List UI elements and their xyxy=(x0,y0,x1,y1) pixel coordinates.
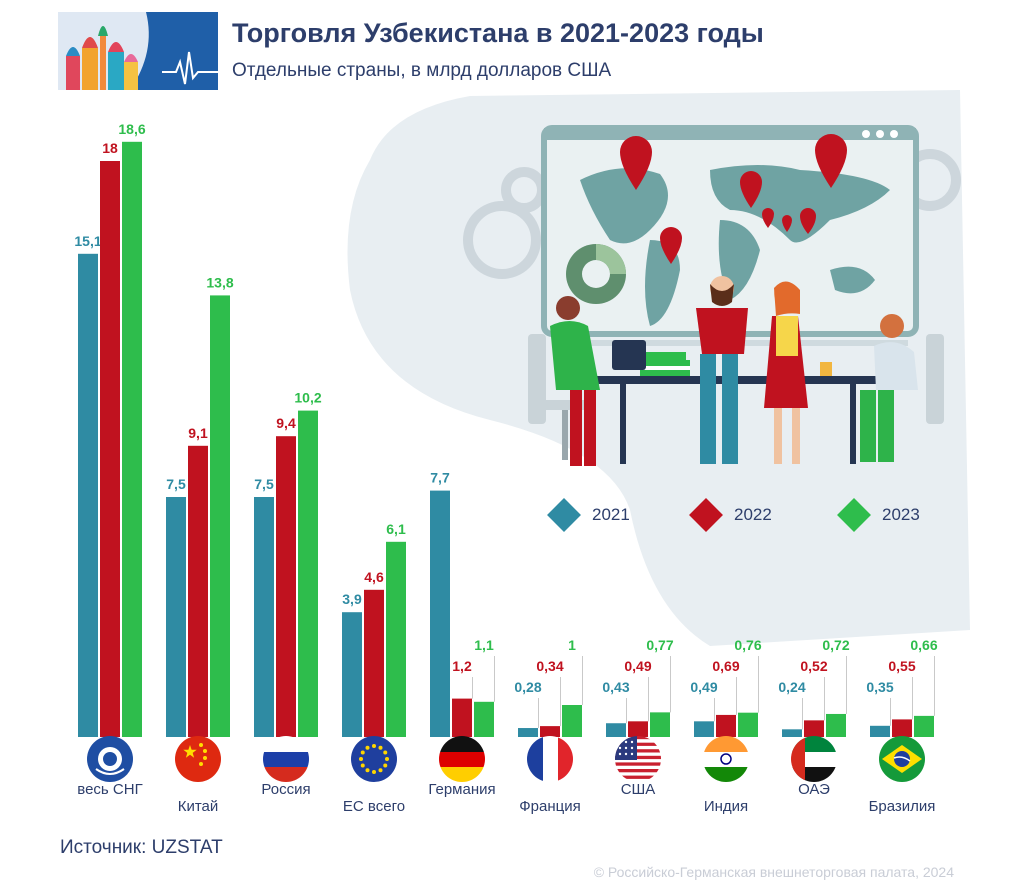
value-label: 0,76 xyxy=(734,637,761,653)
category-label: ЕС всего xyxy=(343,798,405,815)
value-label: 0,49 xyxy=(690,679,717,695)
bar-2023-6 xyxy=(650,712,670,737)
bar-2022-2 xyxy=(276,436,296,737)
bar-2022-6 xyxy=(628,721,648,737)
bar-2021-3 xyxy=(342,612,362,737)
bar-2022-8 xyxy=(804,720,824,737)
office-illustration xyxy=(347,90,970,646)
bar-2023-4 xyxy=(474,701,494,737)
category-label: ОАЭ xyxy=(798,781,830,798)
value-label: 18,6 xyxy=(118,121,145,137)
bar-2023-1 xyxy=(210,295,230,737)
category-label: Бразилия xyxy=(869,798,936,815)
bar-2021-0 xyxy=(78,253,98,738)
uae-flag-icon xyxy=(791,736,837,782)
bar-2022-0 xyxy=(100,161,120,737)
germany-flag-icon xyxy=(439,736,485,782)
legend-label: 2021 xyxy=(592,505,630,524)
bar-2021-8 xyxy=(782,729,802,737)
bar-2023-9 xyxy=(914,715,934,737)
chart-subtitle: Отдельные страны, в млрд долларов США xyxy=(232,60,612,81)
legend-item-2022: 2022 xyxy=(689,498,772,532)
value-label: 7,5 xyxy=(166,476,186,492)
bar-2021-4 xyxy=(430,490,450,737)
value-label: 0,69 xyxy=(712,658,739,674)
value-label: 1 xyxy=(568,637,576,653)
china-flag-icon xyxy=(175,736,221,782)
legend-item-2023: 2023 xyxy=(837,498,920,532)
value-label: 0,72 xyxy=(822,637,849,653)
france-flag-icon xyxy=(527,736,573,782)
category-label: весь СНГ xyxy=(77,781,142,798)
usa-flag-icon xyxy=(615,736,661,779)
value-label: 6,1 xyxy=(386,521,406,537)
bar-2021-1 xyxy=(166,497,186,737)
value-label: 0,24 xyxy=(778,679,805,695)
value-label: 0,66 xyxy=(910,637,937,653)
value-label: 4,6 xyxy=(364,569,384,585)
value-label: 0,35 xyxy=(866,679,893,695)
bar-2023-3 xyxy=(386,541,406,737)
india-flag-icon xyxy=(703,736,749,782)
chart-title: Торговля Узбекистана в 2021-2023 годы xyxy=(232,18,764,48)
value-label: 0,34 xyxy=(536,658,563,674)
chamber-logo xyxy=(58,12,218,90)
bar-2022-7 xyxy=(716,714,736,737)
bar-2022-1 xyxy=(188,445,208,737)
bar-2023-7 xyxy=(738,712,758,737)
value-label: 0,49 xyxy=(624,658,651,674)
legend-label: 2023 xyxy=(882,505,920,524)
source-note: Источник: UZSTAT xyxy=(60,837,223,858)
value-label: 7,7 xyxy=(430,470,450,486)
value-label: 10,2 xyxy=(294,390,321,406)
category-label: Индия xyxy=(704,798,748,815)
bar-2023-0 xyxy=(122,141,142,738)
value-label: 0,28 xyxy=(514,679,541,695)
value-label: 13,8 xyxy=(206,274,233,290)
bar-2021-2 xyxy=(254,497,274,737)
bar-2021-9 xyxy=(870,725,890,737)
category-label: Франция xyxy=(519,798,580,815)
category-label: Россия xyxy=(261,781,310,798)
category-label: Германия xyxy=(428,781,495,798)
value-label: 7,5 xyxy=(254,476,274,492)
value-label: 0,77 xyxy=(646,637,673,653)
eu-flag-icon xyxy=(351,736,397,782)
value-label: 0,52 xyxy=(800,658,827,674)
value-label: 1,1 xyxy=(474,637,494,653)
category-label: США xyxy=(621,781,656,798)
cis-emblem-icon xyxy=(87,736,133,782)
bar-2023-2 xyxy=(298,410,318,737)
bar-2021-6 xyxy=(606,723,626,737)
category-label: Китай xyxy=(178,798,219,815)
bar-2023-5 xyxy=(562,705,582,737)
bar-2021-5 xyxy=(518,728,538,737)
bar-2022-5 xyxy=(540,726,560,737)
legend-label: 2022 xyxy=(734,505,772,524)
bar-2023-8 xyxy=(826,713,846,737)
value-label: 1,2 xyxy=(452,658,472,674)
bar-2022-9 xyxy=(892,719,912,737)
bar-2021-7 xyxy=(694,721,714,737)
copyright-note: © Российско-Германская внешнеторговая па… xyxy=(593,864,954,880)
value-label: 0,55 xyxy=(888,658,915,674)
bar-2022-4 xyxy=(452,698,472,737)
value-label: 3,9 xyxy=(342,591,362,607)
value-label: 0,43 xyxy=(602,679,629,695)
brazil-flag-icon xyxy=(879,736,925,782)
value-label: 15,1 xyxy=(74,233,101,249)
value-label: 9,1 xyxy=(188,425,208,441)
value-label: 9,4 xyxy=(276,415,296,431)
russia-flag-icon xyxy=(263,736,309,782)
legend-item-2021: 2021 xyxy=(547,498,630,532)
bar-2022-3 xyxy=(364,589,384,737)
value-label: 18 xyxy=(102,140,118,156)
